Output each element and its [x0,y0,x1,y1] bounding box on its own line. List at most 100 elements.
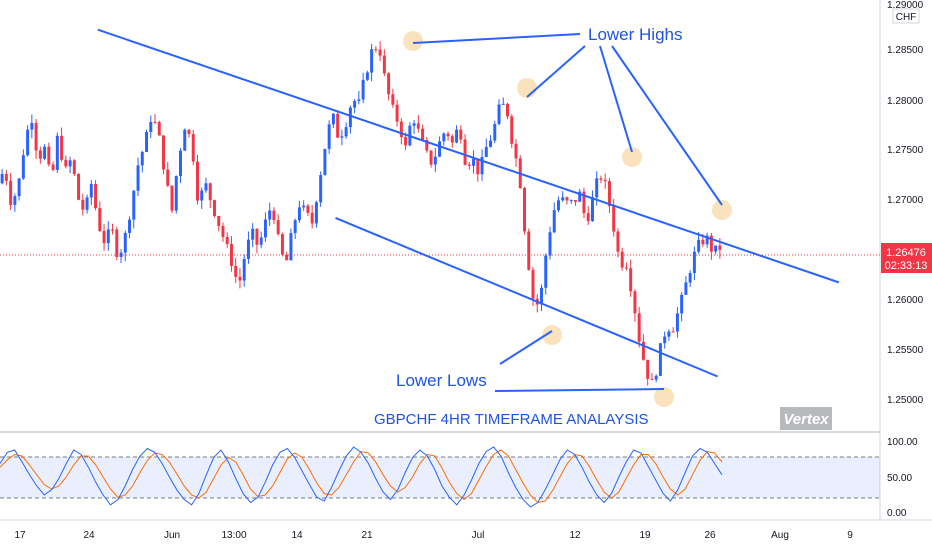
candle-down[interactable] [633,291,637,314]
lower-highs-connector-1[interactable] [412,33,581,44]
candle-up[interactable] [361,79,365,100]
candle-down[interactable] [280,234,284,255]
candle-up[interactable] [433,156,437,165]
candle-down[interactable] [191,134,195,162]
candle-up[interactable] [183,129,187,151]
candle-up[interactable] [493,124,497,141]
candle-up[interactable] [578,191,582,202]
candle-up[interactable] [489,140,493,147]
candle-down[interactable] [212,200,216,217]
candle-up[interactable] [667,331,671,337]
candle-down[interactable] [217,216,221,226]
candle-down[interactable] [582,191,586,214]
candle-down[interactable] [450,136,454,143]
candle-up[interactable] [684,282,688,295]
candle-down[interactable] [641,341,645,360]
trendlines-group[interactable] [97,28,840,378]
candle-down[interactable] [64,159,68,167]
candle-up[interactable] [327,124,331,149]
candle-up[interactable] [540,287,543,305]
candle-down[interactable] [701,239,705,245]
candle-down[interactable] [94,184,98,209]
candle-up[interactable] [21,155,25,179]
highlight-circle-high-2[interactable] [517,78,537,98]
highlight-circle-high-4[interactable] [712,200,732,220]
candle-up[interactable] [370,49,374,73]
candle-down[interactable] [709,235,713,252]
candle-up[interactable] [259,237,263,245]
candle-up[interactable] [654,375,658,380]
candle-up[interactable] [140,151,144,166]
candle-up[interactable] [561,197,565,201]
candle-down[interactable] [599,178,603,180]
candle-up[interactable] [412,123,416,126]
candle-up[interactable] [293,220,297,234]
lower-trendline[interactable] [335,217,719,378]
candle-down[interactable] [607,181,611,207]
candle-up[interactable] [13,196,17,205]
candle-up[interactable] [472,158,476,166]
candle-down[interactable] [586,213,590,222]
candle-down[interactable] [208,183,212,201]
candle-down[interactable] [463,139,467,165]
lower-highs-connector-4[interactable] [611,45,723,206]
candle-up[interactable] [302,205,306,208]
candle-down[interactable] [612,206,616,232]
candle-down[interactable] [255,228,259,245]
candle-down[interactable] [81,199,85,210]
candle-down[interactable] [276,220,280,235]
candle-down[interactable] [404,137,408,146]
candle-down[interactable] [51,164,55,170]
candle-down[interactable] [531,269,535,299]
candle-up[interactable] [319,175,323,203]
upper-trendline[interactable] [97,28,840,284]
candle-up[interactable] [119,252,123,257]
candle-up[interactable] [455,129,459,143]
candle-up[interactable] [85,197,89,210]
candle-down[interactable] [229,243,233,266]
candle-down[interactable] [476,158,480,175]
candle-down[interactable] [565,197,569,201]
candle-down[interactable] [374,49,378,51]
candle-down[interactable] [238,276,242,281]
candle-down[interactable] [527,231,531,270]
candle-up[interactable] [246,239,250,259]
candle-down[interactable] [111,229,115,231]
candle-down[interactable] [38,150,42,159]
candle-down[interactable] [603,179,607,182]
candle-down[interactable] [467,164,471,166]
candle-down[interactable] [671,331,675,333]
candle-down[interactable] [234,265,238,277]
candle-down[interactable] [221,225,225,237]
candle-down[interactable] [196,161,199,201]
candle-up[interactable] [145,131,149,152]
oscillator-d-line[interactable] [0,449,723,504]
candle-up[interactable] [204,183,208,191]
candle-up[interactable] [136,165,140,191]
candle-down[interactable] [166,169,170,186]
candle-up[interactable] [55,135,59,170]
candle-down[interactable] [310,212,314,224]
candle-down[interactable] [157,122,161,136]
candle-down[interactable] [718,245,722,250]
candle-down[interactable] [387,73,391,95]
lower-lows-connector-2[interactable] [494,388,665,392]
candle-up[interactable] [348,107,352,128]
candle-down[interactable] [9,180,13,205]
candle-down[interactable] [98,208,102,231]
candle-up[interactable] [663,336,667,344]
candle-down[interactable] [506,103,510,117]
lower-highs-connector-3[interactable] [599,45,633,153]
candle-up[interactable] [268,210,272,220]
candle-up[interactable] [200,190,204,201]
candle-down[interactable] [429,150,433,165]
candle-up[interactable] [179,150,182,176]
candle-up[interactable] [123,232,127,253]
candle-down[interactable] [272,210,276,221]
candle-up[interactable] [595,178,599,198]
candle-up[interactable] [344,127,348,137]
candle-up[interactable] [242,258,246,281]
candle-down[interactable] [446,133,450,137]
candle-down[interactable] [646,359,650,379]
candle-up[interactable] [174,175,178,211]
